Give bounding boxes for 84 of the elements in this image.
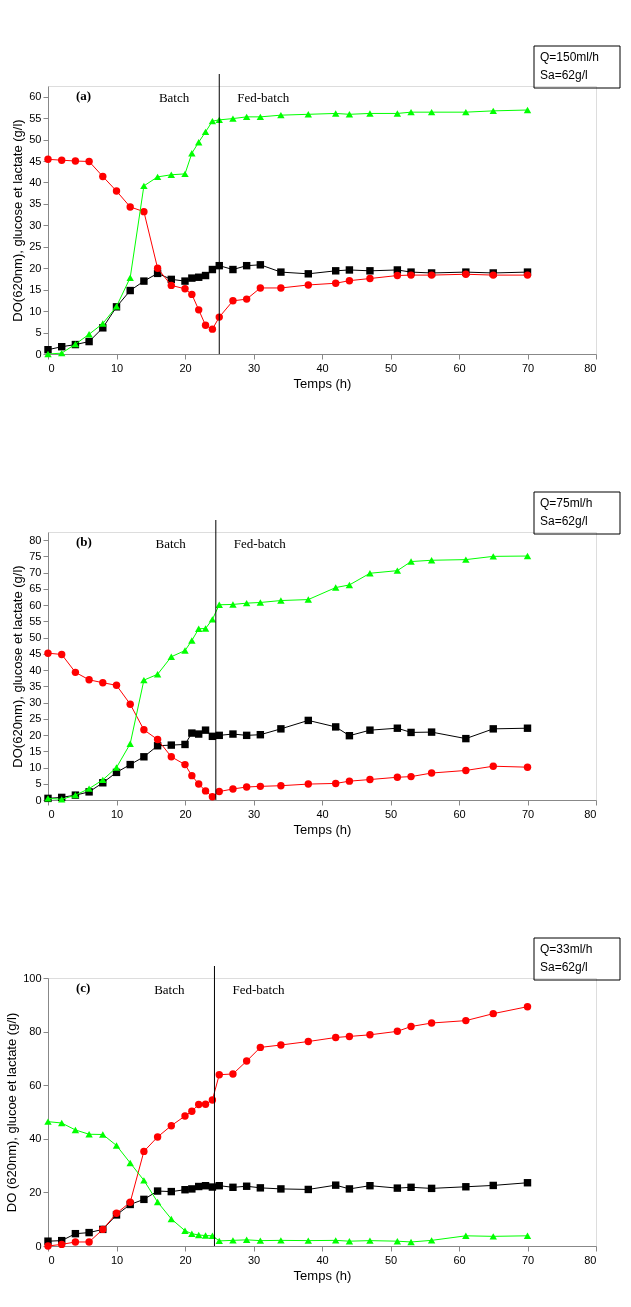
y-tick-label: 10 xyxy=(29,761,42,774)
text: Sa=62g/l xyxy=(540,514,588,528)
x-tick-label: 50 xyxy=(384,361,398,374)
y-tick-label: 5 xyxy=(35,326,42,339)
y-tick-label: 45 xyxy=(29,647,42,660)
x-tick-label: 80 xyxy=(584,807,597,820)
y-tick-label: 15 xyxy=(29,744,42,757)
x-tick-label: 70 xyxy=(521,1253,535,1266)
x-tick-label: 70 xyxy=(521,361,535,374)
y-tick-label: 25 xyxy=(29,240,42,253)
y-tick-label: 20 xyxy=(29,1185,42,1198)
x-tick-label: 20 xyxy=(179,361,192,374)
y-tick-label: 55 xyxy=(29,111,42,124)
y-tick-label: 0 xyxy=(35,793,42,806)
x-tick-label: 20 xyxy=(179,1253,192,1266)
text: Q=150ml/h xyxy=(540,50,600,64)
y-tick-label: 50 xyxy=(29,631,42,644)
y-tick-label: 75 xyxy=(29,549,42,562)
annotation: Fed-batch xyxy=(237,90,290,105)
x-tick-label: 0 xyxy=(48,807,55,820)
y-tick-label: 10 xyxy=(29,304,42,317)
y-axis-title: DO (620nm), glucoe et lactate (g/l) xyxy=(4,1012,20,1213)
y-tick-label: 20 xyxy=(29,728,42,741)
x-tick-label: 70 xyxy=(521,807,535,820)
x-tick-label: 40 xyxy=(316,1253,329,1266)
x-tick-label: 50 xyxy=(384,1253,398,1266)
x-tick-label: 30 xyxy=(247,361,261,374)
x-tick-label: 10 xyxy=(110,1253,124,1266)
text: Sa=62g/l xyxy=(540,68,588,82)
y-tick-label: 0 xyxy=(35,1239,42,1252)
y-tick-label: 45 xyxy=(29,154,42,167)
x-tick-label: 20 xyxy=(179,807,192,820)
x-axis-title: Temps (h) xyxy=(293,1267,352,1283)
x-tick-label: 60 xyxy=(453,1253,466,1266)
y-axis-title: DO(620nm), glucose et lactate (g/l) xyxy=(10,565,26,768)
annotation: Batch xyxy=(155,536,187,551)
y-tick-label: 40 xyxy=(29,1132,42,1145)
x-tick-label: 60 xyxy=(453,361,466,374)
y-tick-label: 20 xyxy=(29,261,42,274)
y-tick-label: 40 xyxy=(29,175,42,188)
y-tick-label: 5 xyxy=(35,777,42,790)
x-tick-label: 80 xyxy=(584,1253,597,1266)
y-tick-label: 65 xyxy=(29,582,42,595)
x-tick-label: 30 xyxy=(247,807,261,820)
y-tick-label: 30 xyxy=(29,696,42,709)
annotation: (a) xyxy=(76,88,92,103)
y-tick-label: 60 xyxy=(29,1078,42,1091)
x-tick-label: 80 xyxy=(584,361,597,374)
annotation: (b) xyxy=(76,534,92,549)
y-tick-label: 80 xyxy=(29,1025,42,1038)
y-tick-label: 100 xyxy=(23,971,42,984)
annotation: Batch xyxy=(158,90,190,105)
y-tick-label: 60 xyxy=(29,598,42,611)
annotation: Fed-batch xyxy=(232,982,285,997)
y-tick-label: 30 xyxy=(29,218,42,231)
y-tick-label: 50 xyxy=(29,133,42,146)
x-tick-label: 40 xyxy=(316,807,329,820)
text: Q=33ml/h xyxy=(540,942,593,956)
annotation: Batch xyxy=(154,982,185,997)
text: Sa=62g/l xyxy=(540,960,588,974)
y-tick-label: 35 xyxy=(29,679,42,692)
y-tick-label: 25 xyxy=(29,712,42,725)
y-tick-label: 70 xyxy=(29,566,42,579)
x-tick-label: 60 xyxy=(453,807,466,820)
annotation: (c) xyxy=(76,980,91,995)
x-tick-label: 0 xyxy=(48,1253,55,1266)
x-tick-label: 10 xyxy=(110,361,124,374)
x-axis-title: Temps (h) xyxy=(293,821,352,837)
y-tick-label: 35 xyxy=(29,197,42,210)
x-tick-label: 30 xyxy=(247,1253,261,1266)
x-tick-label: 10 xyxy=(110,807,124,820)
y-tick-label: 80 xyxy=(29,533,42,546)
y-tick-label: 55 xyxy=(29,614,42,627)
x-tick-label: 0 xyxy=(48,361,55,374)
annotation: Fed-batch xyxy=(233,536,287,551)
y-tick-label: 60 xyxy=(29,90,42,103)
x-tick-label: 40 xyxy=(316,361,329,374)
y-tick-label: 40 xyxy=(29,663,42,676)
y-axis-title: DO(620nm), glucose et lactate (g/l) xyxy=(10,119,26,322)
x-axis-title: Temps (h) xyxy=(293,375,352,391)
y-tick-label: 0 xyxy=(35,347,42,360)
y-tick-label: 15 xyxy=(29,283,42,296)
x-tick-label: 50 xyxy=(384,807,398,820)
text: Q=75ml/h xyxy=(540,496,593,510)
